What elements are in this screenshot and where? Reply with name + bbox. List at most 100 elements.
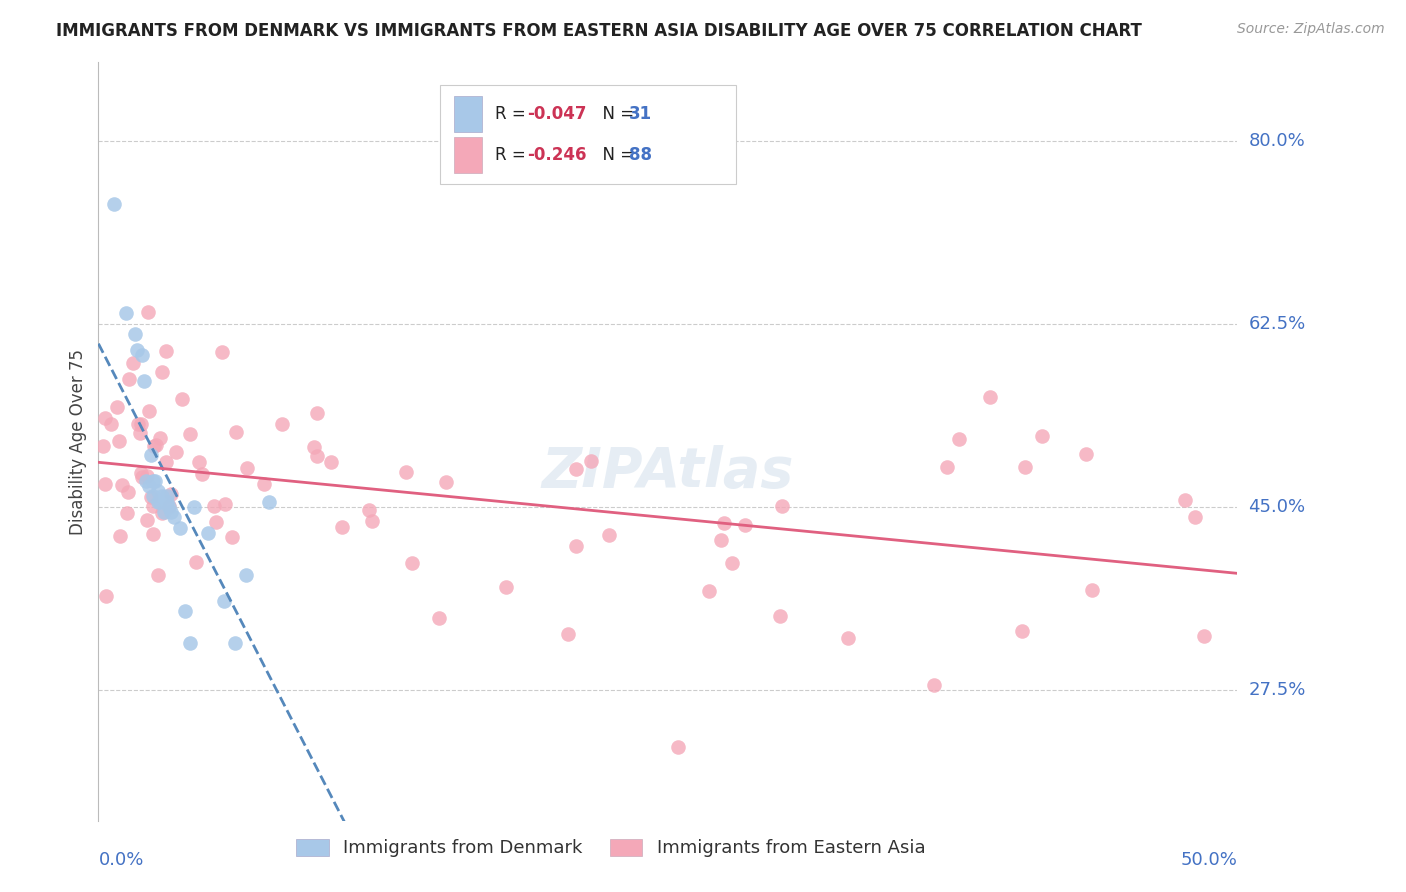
Point: [131, 470, 153, 484]
Point: [111, 477, 134, 491]
Point: [135, 474, 157, 488]
Point: [156, 490, 179, 504]
Text: 50.0%: 50.0%: [1181, 851, 1237, 869]
Text: -0.246: -0.246: [527, 146, 586, 164]
Point: [734, 518, 756, 533]
Point: [259, 494, 281, 508]
Point: [395, 465, 418, 479]
Point: [146, 494, 169, 508]
Point: [197, 526, 219, 541]
Point: [184, 555, 207, 569]
Point: [146, 484, 169, 499]
Point: [360, 515, 382, 529]
Text: IMMIGRANTS FROM DENMARK VS IMMIGRANTS FROM EASTERN ASIA DISABILITY AGE OVER 75 C: IMMIGRANTS FROM DENMARK VS IMMIGRANTS FR…: [56, 22, 1142, 40]
Point: [1074, 447, 1097, 461]
FancyBboxPatch shape: [454, 136, 482, 173]
Point: [495, 580, 517, 594]
Point: [202, 500, 225, 514]
Point: [212, 594, 235, 608]
Point: [150, 365, 173, 379]
Point: [138, 479, 160, 493]
Point: [114, 306, 136, 320]
Point: [225, 425, 247, 439]
Point: [922, 678, 945, 692]
Point: [713, 516, 735, 531]
Point: [565, 539, 588, 553]
Point: [598, 528, 620, 542]
Point: [136, 513, 159, 527]
Point: [321, 455, 343, 469]
Point: [770, 499, 793, 513]
Point: [211, 345, 233, 359]
Point: [170, 392, 193, 407]
Text: 62.5%: 62.5%: [1249, 315, 1306, 333]
Point: [149, 431, 172, 445]
Point: [427, 611, 450, 625]
Point: [579, 454, 602, 468]
Point: [979, 390, 1001, 404]
Point: [666, 740, 689, 755]
Point: [1184, 510, 1206, 524]
Point: [162, 510, 184, 524]
Point: [155, 455, 177, 469]
Point: [91, 439, 114, 453]
Text: R =: R =: [495, 105, 530, 123]
Text: N =: N =: [592, 146, 638, 164]
Point: [139, 448, 162, 462]
Y-axis label: Disability Age Over 75: Disability Age Over 75: [69, 349, 87, 534]
Point: [105, 400, 128, 414]
Text: R =: R =: [495, 146, 530, 164]
Point: [224, 636, 246, 650]
Point: [121, 356, 143, 370]
Point: [235, 567, 257, 582]
Point: [153, 505, 176, 519]
Point: [1011, 624, 1033, 638]
Point: [94, 476, 117, 491]
Point: [150, 490, 173, 504]
Point: [142, 490, 165, 504]
Point: [129, 466, 152, 480]
FancyBboxPatch shape: [440, 85, 737, 184]
Point: [434, 475, 457, 490]
Point: [1081, 582, 1104, 597]
Point: [307, 406, 329, 420]
Point: [94, 589, 117, 603]
Point: [179, 636, 201, 650]
Point: [142, 474, 165, 488]
Point: [183, 500, 205, 514]
Point: [721, 556, 744, 570]
Point: [1031, 428, 1053, 442]
Point: [156, 494, 179, 508]
Point: [118, 372, 141, 386]
Point: [304, 440, 326, 454]
Text: Source: ZipAtlas.com: Source: ZipAtlas.com: [1237, 22, 1385, 37]
Point: [188, 455, 211, 469]
Point: [214, 497, 236, 511]
Point: [165, 445, 187, 459]
Point: [236, 461, 259, 475]
Point: [401, 556, 423, 570]
Point: [157, 500, 180, 514]
Point: [155, 344, 177, 359]
Text: 0.0%: 0.0%: [98, 851, 143, 869]
Point: [138, 403, 160, 417]
Point: [191, 467, 214, 481]
Point: [124, 327, 146, 342]
Point: [1174, 492, 1197, 507]
Text: 80.0%: 80.0%: [1249, 132, 1305, 150]
Point: [160, 487, 183, 501]
Point: [146, 568, 169, 582]
Text: 27.5%: 27.5%: [1249, 681, 1306, 699]
Point: [108, 434, 131, 449]
Text: 45.0%: 45.0%: [1249, 498, 1306, 516]
Point: [139, 490, 162, 504]
Point: [149, 494, 172, 508]
Point: [142, 499, 165, 513]
Point: [145, 474, 167, 488]
Point: [1192, 629, 1215, 643]
Point: [174, 605, 197, 619]
Point: [699, 584, 721, 599]
Point: [138, 305, 160, 319]
Point: [557, 627, 579, 641]
Point: [169, 521, 191, 535]
